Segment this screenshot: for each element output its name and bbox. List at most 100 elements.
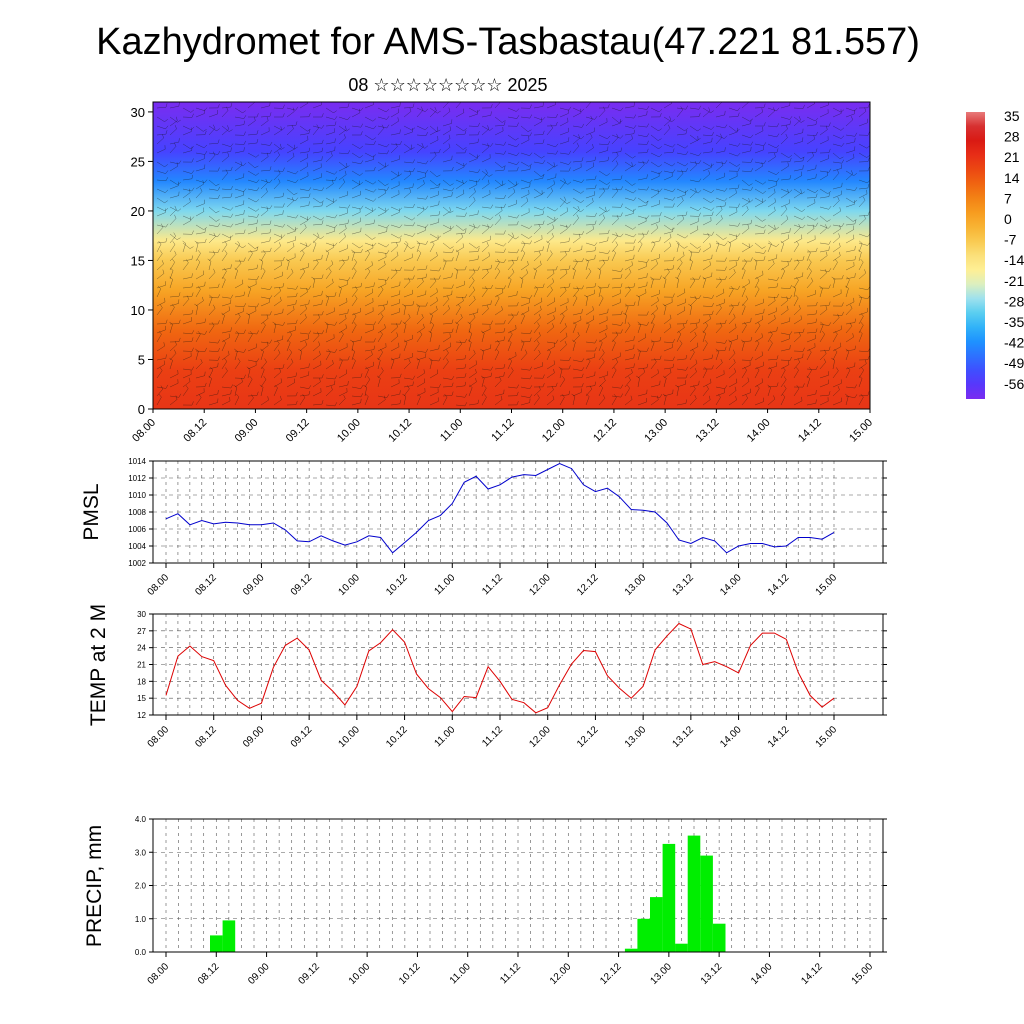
wind-barb [234, 115, 247, 119]
wind-barb [832, 348, 838, 361]
wind-barb [754, 308, 765, 316]
wind-barb [520, 294, 533, 299]
wind-barb [767, 181, 777, 190]
wind-barb [533, 188, 545, 195]
wind-barb [299, 341, 308, 352]
wind-barb [351, 108, 361, 118]
wind-barb [572, 383, 584, 388]
wind-barb [364, 134, 376, 141]
wind-barb [467, 339, 472, 352]
wind-barb [806, 343, 816, 352]
wind-barb [767, 384, 771, 397]
wind-barb [156, 250, 163, 262]
wind-barb [481, 325, 491, 334]
temp-xtick-label: 13.00 [623, 724, 649, 750]
wind-barb [819, 188, 832, 195]
temp-xtick-label: 12.00 [527, 724, 553, 750]
wind-barb [494, 179, 506, 186]
precip-bar [662, 843, 676, 952]
precip-bar [650, 897, 663, 952]
temp-xtick-label: 12.12 [575, 724, 601, 750]
wind-barb [325, 294, 330, 307]
wind-barb [468, 138, 479, 145]
wind-barb [676, 161, 689, 167]
wind-barb [390, 281, 401, 289]
wind-barb [507, 311, 519, 316]
wind-barb [455, 224, 467, 231]
wind-barb [793, 347, 805, 352]
wind-barb [403, 215, 416, 221]
wind-barb [520, 104, 532, 109]
precip-bar [210, 935, 223, 952]
wind-barb [195, 348, 199, 361]
wind-barb [299, 394, 306, 406]
wind-barb [234, 291, 245, 298]
wind-barb [208, 233, 221, 237]
wind-barb [299, 112, 311, 118]
wind-barb [338, 387, 348, 397]
wind-barb [416, 369, 425, 379]
wind-barb [572, 107, 585, 112]
wind-barb [728, 189, 737, 199]
wind-barb [286, 400, 298, 406]
wind-barb [663, 343, 673, 352]
wind-barb [572, 258, 578, 271]
wind-barb [780, 376, 787, 388]
wind-barb [169, 369, 179, 379]
section-xtick-label: 14.00 [745, 417, 773, 445]
wind-barb [481, 366, 494, 371]
wind-barb [624, 188, 637, 194]
wind-barb [845, 170, 858, 177]
wind-barb [247, 213, 260, 218]
wind-barb [208, 248, 220, 253]
wind-barb [546, 278, 555, 289]
wind-barb [780, 205, 788, 217]
wind-barb [520, 224, 533, 229]
pmsl-ylabel: PMSL [80, 483, 103, 540]
wind-barb [845, 255, 857, 262]
wind-barb [195, 330, 201, 343]
wind-barb [728, 301, 740, 307]
wind-barb [352, 131, 363, 136]
wind-barb [858, 286, 870, 291]
wind-barb [221, 367, 228, 379]
wind-barb [832, 225, 841, 235]
wind-barb [442, 319, 454, 325]
wind-barb [195, 285, 201, 298]
wind-barb [247, 375, 253, 388]
wind-barb [260, 341, 269, 352]
wind-barb [741, 224, 750, 235]
wind-barb [560, 365, 571, 370]
wind-barb [299, 129, 310, 136]
wind-barb [247, 330, 253, 343]
wind-barb [312, 360, 322, 370]
wind-barb [390, 320, 402, 325]
wind-barb [819, 371, 830, 379]
wind-barb [468, 377, 477, 388]
wind-barb [650, 152, 663, 158]
wind-barb [715, 102, 723, 109]
wind-barb [793, 224, 806, 229]
wind-barb [286, 392, 298, 397]
wind-barb [377, 242, 390, 248]
wind-barb [221, 294, 234, 299]
wind-barb [676, 105, 689, 110]
wind-barb [260, 267, 266, 280]
wind-barb [611, 160, 619, 172]
wind-barb [455, 354, 467, 361]
wind-barb [663, 233, 672, 244]
wind-barb [793, 385, 800, 397]
wind-barb [286, 378, 296, 388]
wind-barb [494, 126, 504, 136]
wind-barb [442, 207, 451, 217]
wind-barb [663, 338, 675, 343]
wind-barb [858, 143, 870, 149]
wind-barb [611, 203, 623, 208]
wind-barb [858, 321, 864, 334]
wind-barb [611, 268, 624, 272]
wind-barb [780, 125, 788, 136]
wind-barb [793, 137, 804, 145]
wind-barb [819, 136, 829, 145]
wind-barb [221, 235, 231, 244]
wind-barb [416, 224, 429, 228]
